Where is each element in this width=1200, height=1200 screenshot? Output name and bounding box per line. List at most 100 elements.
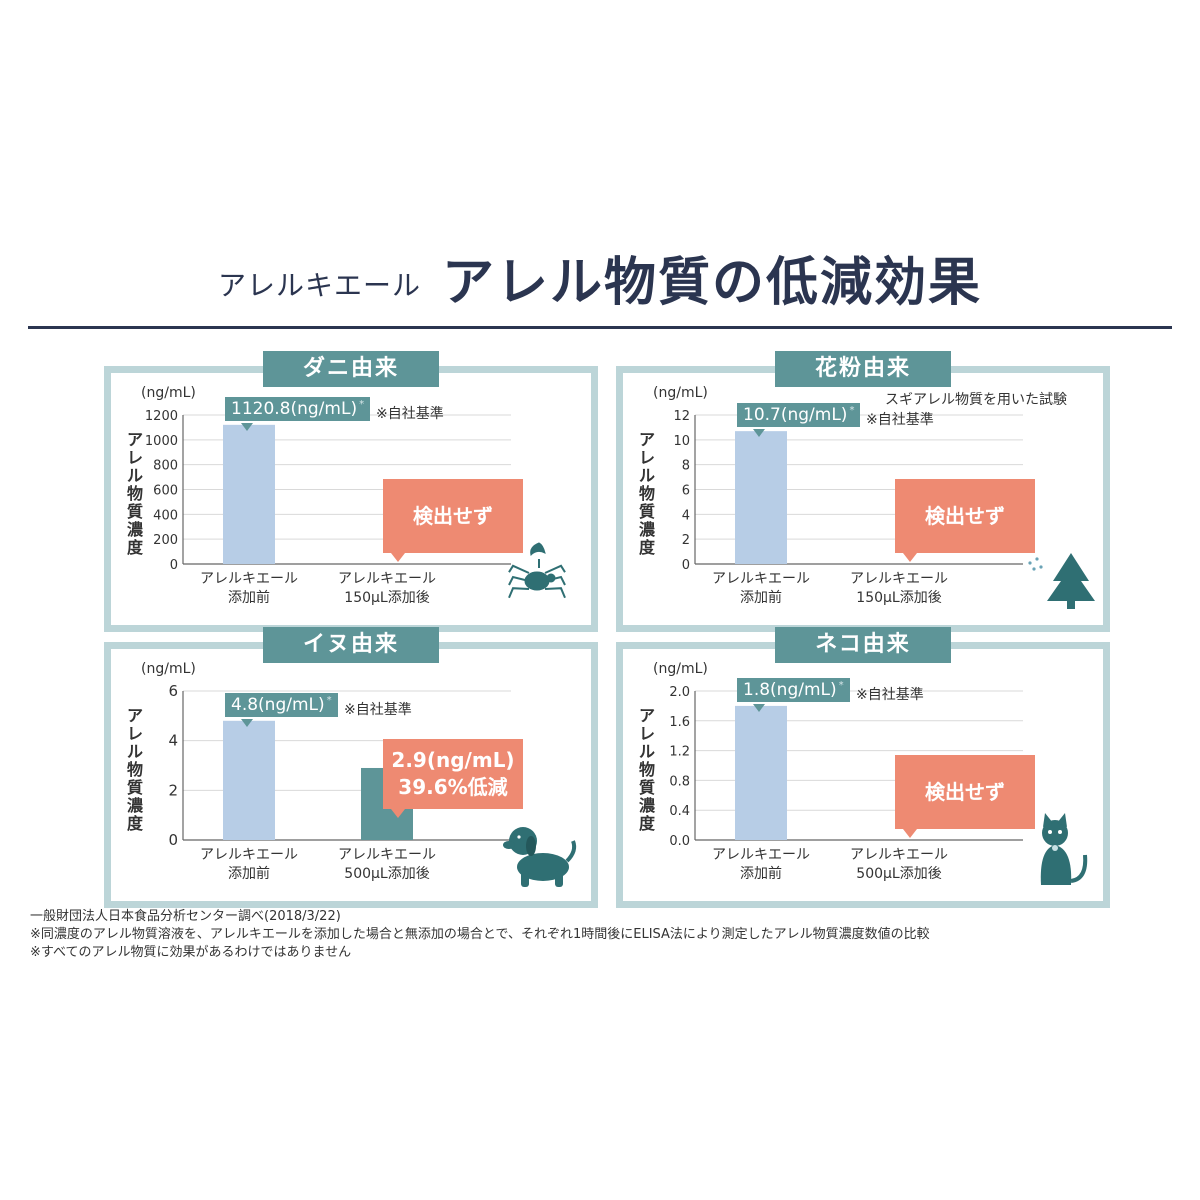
x-tick-label: アレルキエール xyxy=(850,571,948,587)
tree-icon xyxy=(1028,553,1095,609)
value-callout: 10.7(ng/mL) * xyxy=(737,403,861,428)
y-tick-label: 0.4 xyxy=(669,804,690,819)
standard-note: ※自社基準 xyxy=(856,686,924,703)
x-tick-label: アレルキエール xyxy=(338,847,436,863)
footer-notes: 一般財団法人日本食品分析センター調べ(2018/3/22) ※同濃度のアレル物質… xyxy=(30,908,930,962)
chart-panel: イヌ由来 (ng/mL) アレル物質濃度 6 4 2 0 アレルキエール 添加前 アレルキエール 5… xyxy=(104,627,598,908)
value-label: 4.8(ng/mL) xyxy=(231,694,325,715)
result-text: 39.6%低減 xyxy=(398,775,508,799)
badge-tail xyxy=(903,829,917,838)
cat-icon xyxy=(1040,813,1088,885)
y-tick-label: 6 xyxy=(682,484,690,499)
chart-panel: ダニ由来 (ng/mL) アレル物質濃度 1200 1000 800 600 400 200 0 ア… xyxy=(104,351,598,632)
y-tick-label: 4 xyxy=(682,508,690,523)
header-divider xyxy=(28,326,1172,329)
x-tick-label: 添加前 xyxy=(740,589,782,606)
y-tick-label: 6 xyxy=(168,682,178,700)
x-tick-label: アレルキエール xyxy=(712,847,810,863)
footer-line: ※すべてのアレル物質に効果があるわけではありません xyxy=(30,945,352,960)
x-tick-label: 添加前 xyxy=(228,865,270,882)
y-axis-label: アレル物質濃度 xyxy=(638,430,655,557)
x-tick-label: アレルキエール xyxy=(200,571,298,587)
standard-note: ※自社基準 xyxy=(866,412,934,429)
footer-line: ※同濃度のアレル物質溶液を、アレルキエールを添加した場合と無添加の場合とで、それ… xyxy=(30,927,930,942)
result-badge: 検出せず xyxy=(895,755,1035,829)
y-tick-label: 4 xyxy=(168,732,178,750)
y-tick-label: 0 xyxy=(170,558,178,573)
y-tick-label: 0 xyxy=(168,831,178,849)
x-tick-label: アレルキエール xyxy=(850,847,948,863)
y-tick-label: 2.0 xyxy=(669,685,690,700)
callout-tail xyxy=(241,422,253,431)
callout-tail xyxy=(753,703,765,712)
y-tick-label: 400 xyxy=(153,508,178,523)
x-tick-label: アレルキエール xyxy=(338,571,436,587)
y-tick-label: 2 xyxy=(168,781,178,799)
value-callout: 4.8(ng/mL) * xyxy=(225,692,338,717)
page-title: アレル物質の低減効果 xyxy=(442,253,983,313)
y-tick-label: 0 xyxy=(682,558,690,573)
standard-note: ※自社基準 xyxy=(376,405,444,422)
y-tick-label: 1.2 xyxy=(669,745,690,760)
y-tick-label: 1200 xyxy=(145,409,178,424)
unit-label: (ng/mL) xyxy=(653,661,708,677)
bar-before xyxy=(223,720,275,840)
test-note: スギアレル物質を用いた試験 xyxy=(885,392,1067,408)
y-tick-label: 800 xyxy=(153,459,178,474)
value-label: 1120.8(ng/mL) xyxy=(231,398,358,419)
chart-panel: 花粉由来 (ng/mL) アレル物質濃度 12 10 8 6 4 2 0 アレルキエール 添加前 アレル… xyxy=(616,351,1110,632)
asterisk-mark: * xyxy=(326,695,332,707)
chart-title: ネコ由来 xyxy=(775,627,951,663)
value-callout: 1.8(ng/mL) * xyxy=(737,677,850,702)
result-badge: 検出せず xyxy=(383,479,523,553)
y-tick-label: 0.8 xyxy=(669,774,690,789)
x-tick-label: 150μL添加後 xyxy=(344,590,429,606)
y-tick-label: 2 xyxy=(682,533,690,548)
y-tick-label: 200 xyxy=(153,533,178,548)
tick-icon xyxy=(508,542,566,599)
result-badge: 2.9(ng/mL) 39.6%低減 xyxy=(383,739,523,809)
chart-title: 花粉由来 xyxy=(775,351,951,387)
x-tick-label: 添加前 xyxy=(740,865,782,882)
asterisk-mark: * xyxy=(838,680,844,692)
x-tick-label: 500μL添加後 xyxy=(856,866,941,882)
y-axis-label: アレル物質濃度 xyxy=(126,430,143,557)
chart-title: イヌ由来 xyxy=(263,627,439,663)
standard-note: ※自社基準 xyxy=(344,701,412,718)
unit-label: (ng/mL) xyxy=(141,661,196,677)
header-subtitle: アレルキエール xyxy=(218,269,422,302)
result-text: 検出せず xyxy=(925,503,1005,528)
result-text: 2.9(ng/mL) xyxy=(391,748,515,772)
y-tick-label: 12 xyxy=(673,409,690,424)
bar-before xyxy=(735,705,787,840)
y-axis-label: アレル物質濃度 xyxy=(126,706,143,833)
y-tick-label: 0.0 xyxy=(669,834,690,849)
bar-before xyxy=(735,431,787,564)
chart-title: ダニ由来 xyxy=(263,351,439,387)
dog-icon xyxy=(503,827,577,887)
value-label: 10.7(ng/mL) xyxy=(743,405,848,426)
result-text: 検出せず xyxy=(925,779,1005,804)
chart-panel: ネコ由来 (ng/mL) アレル物質濃度 2.0 1.6 1.2 0.8 0.4 0.0 アレルキ… xyxy=(616,627,1110,908)
bar-before xyxy=(223,424,275,564)
y-tick-label: 10 xyxy=(673,434,690,449)
y-tick-label: 8 xyxy=(682,459,690,474)
x-tick-label: 添加前 xyxy=(228,589,270,606)
value-callout: 1120.8(ng/mL) * xyxy=(225,396,371,421)
callout-tail xyxy=(753,429,765,438)
badge-tail xyxy=(391,809,405,818)
asterisk-mark: * xyxy=(359,399,365,411)
badge-tail xyxy=(391,553,405,562)
unit-label: (ng/mL) xyxy=(141,385,196,401)
y-tick-label: 1.6 xyxy=(669,715,690,730)
y-tick-label: 600 xyxy=(153,484,178,499)
x-tick-label: アレルキエール xyxy=(712,571,810,587)
x-tick-label: 500μL添加後 xyxy=(344,866,429,882)
asterisk-mark: * xyxy=(849,405,855,417)
x-tick-label: 150μL添加後 xyxy=(856,590,941,606)
unit-label: (ng/mL) xyxy=(653,385,708,401)
badge-tail xyxy=(903,553,917,562)
footer-line: 一般財団法人日本食品分析センター調べ(2018/3/22) xyxy=(30,909,341,924)
